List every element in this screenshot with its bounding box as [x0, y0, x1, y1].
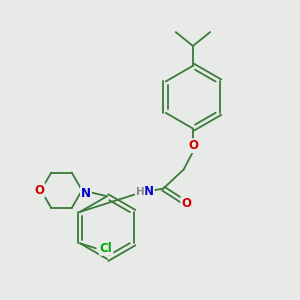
Text: Cl: Cl [100, 242, 112, 255]
Text: N: N [81, 187, 91, 200]
Text: O: O [34, 184, 44, 197]
Text: N: N [144, 185, 154, 198]
Text: O: O [181, 197, 191, 210]
Text: O: O [188, 139, 198, 152]
Text: H: H [136, 187, 145, 197]
